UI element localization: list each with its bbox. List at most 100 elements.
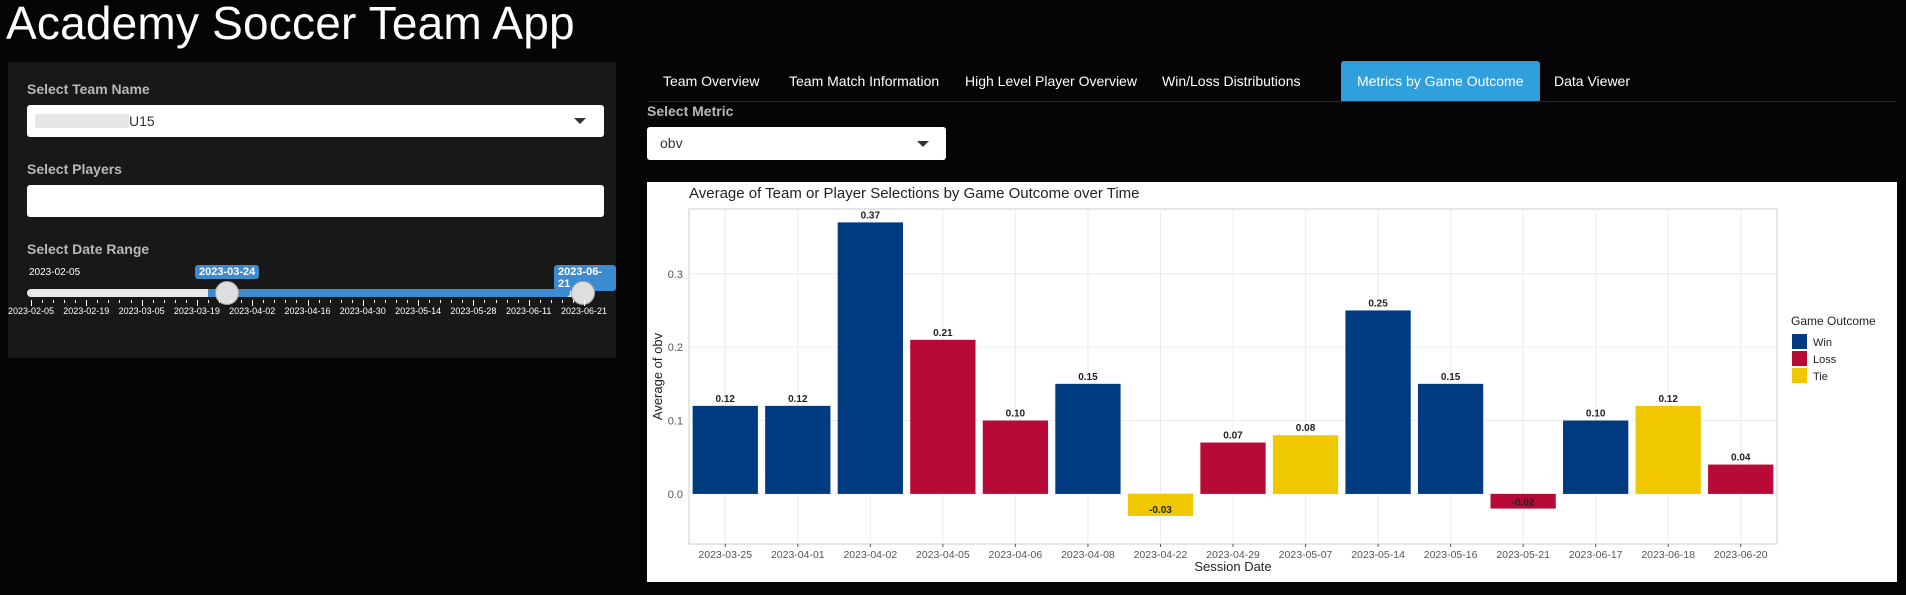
bar-2023-05-14 xyxy=(1345,310,1411,494)
slider-tick xyxy=(141,300,143,306)
x-tick-label: 2023-05-21 xyxy=(1496,549,1550,561)
metric-value: obv xyxy=(660,135,683,151)
slider-minor-tick xyxy=(384,300,386,303)
slider-minor-tick xyxy=(152,300,154,303)
bar-2023-04-05 xyxy=(910,339,976,494)
slider-minor-tick xyxy=(561,300,563,303)
slider-minor-tick xyxy=(64,300,66,303)
bar-value-label: 0.15 xyxy=(1078,372,1098,383)
slider-minor-tick xyxy=(97,300,99,303)
bar-2023-05-21 xyxy=(1490,493,1556,509)
bar-value-label: -0.03 xyxy=(1149,505,1172,516)
tab-team-overview[interactable]: Team Overview xyxy=(663,73,760,89)
slider-minor-tick xyxy=(130,300,132,303)
slider-minor-tick xyxy=(75,300,77,303)
bar-2023-06-20 xyxy=(1708,464,1774,494)
x-tick-label: 2023-04-01 xyxy=(771,549,825,561)
date-range-label: Select Date Range xyxy=(27,241,150,257)
date-from-handle[interactable] xyxy=(215,281,239,305)
bar-value-label: 0.08 xyxy=(1296,423,1316,434)
slider-minor-tick xyxy=(440,300,442,303)
slider-tick-label: 2023-06-11 xyxy=(506,306,552,316)
tab-data-viewer[interactable]: Data Viewer xyxy=(1554,73,1631,89)
legend-swatch-tie xyxy=(1792,368,1807,383)
slider-tick-label: 2023-02-05 xyxy=(7,306,55,316)
slider-minor-tick xyxy=(429,300,431,303)
slider-minor-tick xyxy=(517,300,519,303)
slider-minor-tick xyxy=(539,300,541,303)
bar-2023-05-07 xyxy=(1272,435,1339,494)
chart-title: Average of Team or Player Selections by … xyxy=(689,185,1139,202)
tab-high-level-player-overview[interactable]: High Level Player Overview xyxy=(965,73,1137,89)
slider-minor-tick xyxy=(572,300,574,303)
slider-minor-tick xyxy=(484,300,486,303)
slider-tick-label: 2023-03-05 xyxy=(118,306,165,316)
slider-minor-tick xyxy=(230,300,232,303)
slider-tick-label: 2023-02-19 xyxy=(63,306,110,316)
y-axis-label: Average of obv xyxy=(650,332,665,420)
bar-2023-04-22 xyxy=(1127,493,1194,516)
players-label: Select Players xyxy=(27,161,122,177)
date-min-label: 2023-02-05 xyxy=(29,267,81,278)
slider-tick-label: 2023-06-21 xyxy=(560,306,608,316)
slider-minor-tick xyxy=(506,300,508,303)
slider-minor-tick xyxy=(53,300,55,303)
team-name-select[interactable]: U15 xyxy=(27,105,604,137)
slider-minor-tick xyxy=(174,300,176,303)
bar-2023-05-16 xyxy=(1417,383,1484,494)
x-axis-label: Session Date xyxy=(1194,559,1271,574)
x-tick-label: 2023-04-29 xyxy=(1206,549,1260,561)
x-tick-label: 2023-04-08 xyxy=(1061,549,1115,561)
slider-tick xyxy=(307,300,309,306)
bar-value-label: 0.37 xyxy=(861,210,881,221)
x-tick-label: 2023-04-05 xyxy=(916,549,970,561)
chevron-down-icon xyxy=(917,141,929,147)
slider-minor-tick xyxy=(351,300,353,303)
y-tick-label: 0.2 xyxy=(668,342,683,354)
slider-tick-label: 2023-04-02 xyxy=(229,306,276,316)
slider-minor-tick xyxy=(241,300,243,303)
bar-value-label: 0.12 xyxy=(716,394,736,405)
bar-2023-04-01 xyxy=(765,405,831,494)
sidebar-panel: Select Team Name U15 Select Players Sele… xyxy=(8,62,616,358)
game-outcome-bar-chart: Average of Team or Player Selections by … xyxy=(650,185,1876,574)
slider-minor-tick xyxy=(185,300,187,303)
slider-minor-tick xyxy=(462,300,464,303)
team-name-value: U15 xyxy=(129,113,155,129)
slider-tick xyxy=(584,300,585,306)
metric-select[interactable]: obv xyxy=(647,127,946,160)
players-select[interactable] xyxy=(27,185,604,217)
x-tick-label: 2023-04-02 xyxy=(843,549,897,561)
slider-minor-tick xyxy=(495,300,497,303)
x-tick-label: 2023-05-07 xyxy=(1279,549,1333,561)
tab-metrics-by-game-outcome[interactable]: Metrics by Game Outcome xyxy=(1341,61,1540,101)
slider-minor-tick xyxy=(42,300,44,303)
slider-tick-label: 2023-05-14 xyxy=(395,306,442,316)
x-tick-label: 2023-03-25 xyxy=(698,549,752,561)
bar-2023-06-17 xyxy=(1563,420,1629,494)
slider-minor-tick xyxy=(407,300,409,303)
tab-win-loss-distributions[interactable]: Win/Loss Distributions xyxy=(1162,73,1301,89)
slider-tick xyxy=(418,300,420,306)
slider-minor-tick xyxy=(163,300,165,303)
slider-tick xyxy=(31,300,32,306)
legend-swatch-win xyxy=(1792,334,1807,349)
tab-team-match-information[interactable]: Team Match Information xyxy=(789,73,940,89)
date-to-handle[interactable] xyxy=(571,281,595,305)
date-range-ticks: 2023-02-05 2023-02-19 2023-03-05 2023-03-19… xyxy=(8,300,616,330)
slider-tick xyxy=(528,300,530,306)
slider-minor-tick xyxy=(318,300,320,303)
x-tick-label: 2023-06-20 xyxy=(1714,549,1768,561)
slider-tick xyxy=(252,300,254,306)
x-tick-label: 2023-05-16 xyxy=(1424,549,1478,561)
slider-minor-tick xyxy=(274,300,276,303)
slider-minor-tick xyxy=(451,300,453,303)
bar-value-label: -0.02 xyxy=(1512,498,1535,509)
bar-2023-03-25 xyxy=(692,405,758,494)
slider-minor-tick xyxy=(395,300,397,303)
bar-2023-04-08 xyxy=(1055,383,1121,494)
bar-value-label: 0.10 xyxy=(1006,409,1026,420)
y-tick-label: 0.1 xyxy=(668,416,683,428)
legend-label-tie: Tie xyxy=(1813,371,1828,383)
redacted-text xyxy=(35,114,129,128)
